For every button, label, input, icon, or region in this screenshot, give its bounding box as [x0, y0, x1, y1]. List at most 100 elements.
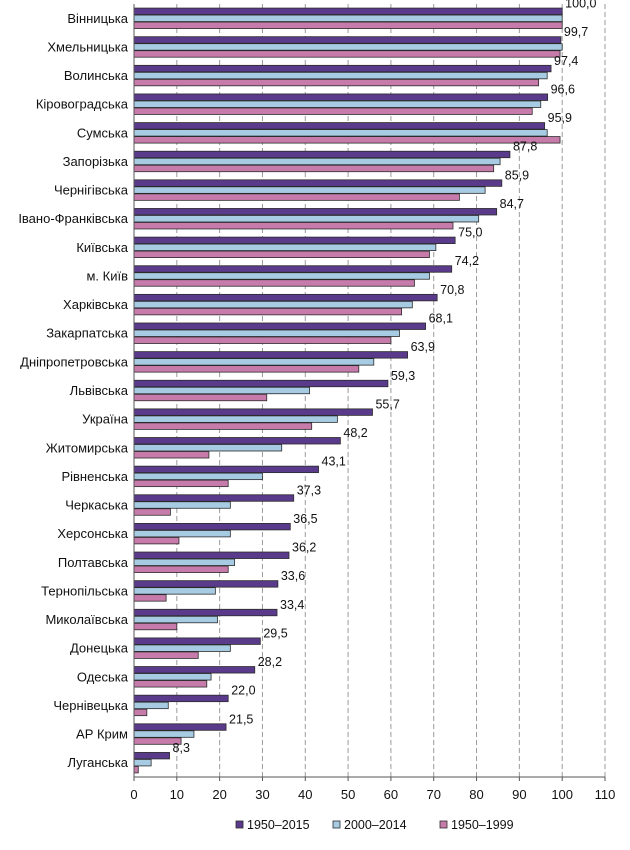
category-label: Україна: [82, 412, 129, 427]
bar-series1: [133, 36, 562, 44]
bar-series1: [133, 179, 503, 187]
data-label: 36,5: [293, 512, 317, 526]
bar-series3: [133, 365, 360, 373]
x-tick-label: 100: [551, 787, 573, 802]
category-label: Волинська: [64, 68, 129, 83]
x-tick-label: 10: [170, 787, 184, 802]
bar-series3: [133, 307, 403, 316]
bar-series1: [133, 494, 295, 502]
category-label: Полтавська: [58, 555, 129, 570]
bar-series2: [133, 43, 563, 51]
category-label: м. Київ: [86, 268, 128, 283]
category-label: Львівська: [70, 383, 129, 398]
legend-swatch: [332, 820, 341, 829]
bar-series3: [133, 164, 495, 173]
bar-series3: [133, 479, 229, 488]
category-label: Запорізька: [63, 154, 129, 169]
bar-series2: [133, 444, 283, 452]
axes: 0 10 20 30 40 50 60 70 80 90 100 110: [130, 4, 615, 802]
data-label: 87,8: [513, 140, 537, 154]
bar-series2: [133, 243, 437, 252]
bar-series2: [133, 529, 231, 538]
bar-series3: [133, 451, 210, 459]
bar-series2: [133, 673, 212, 681]
bar-series2: [133, 386, 310, 395]
bar-series2: [133, 100, 542, 108]
bar-series2: [133, 644, 231, 652]
bar-series3: [133, 766, 139, 774]
bar-series1: [133, 236, 456, 245]
bar-series1: [133, 723, 227, 731]
data-label: 48,2: [343, 426, 367, 440]
bar-series1: [133, 293, 438, 302]
bar-series2: [133, 157, 501, 166]
category-label: Чернігівська: [54, 183, 129, 198]
bar-series1: [133, 437, 341, 445]
data-label: 74,2: [455, 254, 479, 268]
bar-series3: [133, 136, 561, 144]
bar-series3: [133, 508, 171, 516]
category-label: Хмельницька: [47, 39, 128, 54]
x-tick-label: 30: [255, 787, 269, 802]
category-label: Донецька: [70, 641, 129, 656]
category-label: Черкаська: [65, 498, 129, 513]
category-label: Вінницька: [67, 11, 128, 26]
bar-series1: [133, 322, 426, 330]
category-label: Луганська: [67, 755, 128, 770]
category-label: Одеська: [77, 669, 129, 684]
bar-series1: [133, 666, 256, 674]
data-label: 37,3: [297, 483, 321, 497]
bar-series1: [133, 7, 563, 15]
bar-series3: [133, 565, 229, 573]
bar-series3: [133, 222, 454, 230]
bar-series3: [133, 21, 563, 29]
bar-series1: [133, 694, 229, 703]
category-label: Київська: [76, 240, 128, 255]
bar-series3: [133, 622, 178, 631]
data-label: 63,9: [411, 340, 435, 354]
category-label: Чернівецька: [53, 698, 128, 713]
bar-series1: [133, 551, 290, 559]
bar-series3: [133, 651, 199, 659]
bar-series2: [133, 14, 563, 22]
x-tick-label: 70: [426, 787, 440, 802]
data-label: 59,3: [391, 369, 415, 383]
bar-series3: [133, 107, 533, 115]
bar-series1: [133, 465, 319, 474]
bar-series1: [133, 265, 453, 273]
x-tick-label: 90: [512, 787, 526, 802]
bar-series2: [133, 730, 195, 738]
category-label: Тернопільська: [41, 583, 129, 598]
bar-series3: [133, 422, 313, 430]
category-label: Івано-Франківська: [18, 211, 128, 226]
data-label: 29,5: [263, 626, 287, 640]
data-label: 28,2: [258, 655, 282, 669]
bar-series1: [133, 122, 546, 130]
bar-series2: [133, 329, 400, 337]
bar-series2: [133, 701, 169, 710]
data-label: 100,0: [565, 0, 596, 11]
bar-series2: [133, 587, 216, 595]
bar-series3: [133, 680, 208, 688]
x-tick-label: 110: [595, 787, 616, 802]
data-label: 55,7: [375, 397, 399, 411]
category-label: Житомирська: [46, 440, 129, 455]
bar-series2: [133, 71, 548, 80]
bar-series1: [133, 93, 549, 101]
bar-series3: [133, 279, 415, 287]
bar-series3: [133, 393, 268, 402]
data-label: 68,1: [429, 311, 453, 325]
bar-series2: [133, 501, 231, 509]
x-tick-label: 80: [469, 787, 483, 802]
category-label: АР Крим: [76, 727, 128, 742]
x-tick-label: 40: [298, 787, 312, 802]
bar-series2: [133, 615, 218, 624]
bar-series1: [133, 150, 511, 159]
data-label: 70,8: [440, 283, 464, 297]
legend-label: 1950–1999: [451, 818, 514, 832]
category-label: Закарпатська: [46, 326, 129, 341]
data-label: 22,0: [231, 684, 255, 698]
bar-series3: [133, 336, 392, 344]
bar-series2: [133, 129, 548, 137]
bar-series3: [133, 250, 430, 259]
